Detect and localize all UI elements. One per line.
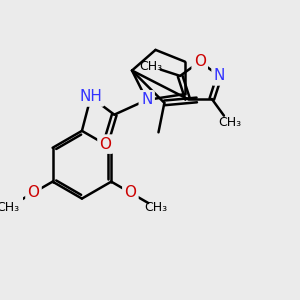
Text: O: O <box>124 185 136 200</box>
Text: CH₃: CH₃ <box>144 201 167 214</box>
Text: CH₃: CH₃ <box>218 116 242 129</box>
Text: NH: NH <box>79 89 102 104</box>
Text: O: O <box>100 136 112 152</box>
Text: N: N <box>141 92 152 107</box>
Text: CH₃: CH₃ <box>139 60 162 73</box>
Text: CH₃: CH₃ <box>0 201 20 214</box>
Text: O: O <box>194 54 206 69</box>
Text: N: N <box>141 92 152 107</box>
Text: N: N <box>214 68 225 83</box>
Text: O: O <box>28 185 40 200</box>
